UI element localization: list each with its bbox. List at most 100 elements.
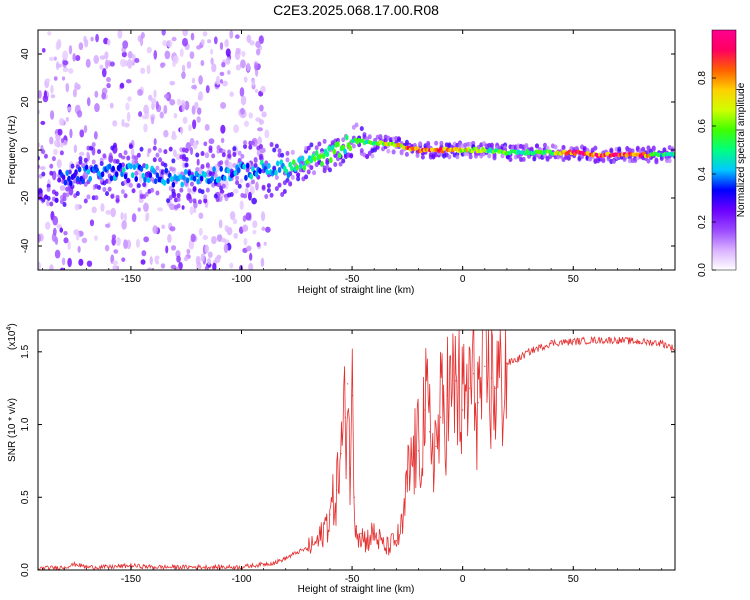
spectrogram-noise-cell [171,36,177,42]
spectrogram-noise-cell [229,211,236,221]
snr-data-point [594,339,596,341]
snr-data-point [413,453,415,455]
spectrogram-halo-cell [237,150,242,156]
spectrogram-halo-cell [65,186,70,192]
spectrogram-noise-cell [140,32,145,39]
spectrogram-noise-cell [169,99,176,106]
spectrogram-noise-cell [240,107,245,115]
spectrogram-noise-cell [225,57,231,65]
spectrogram-noise-cell [219,71,225,76]
spectrogram-halo-cell [253,158,258,164]
spectrogram-ridge-cell [114,171,119,178]
spectrogram-halo-cell [216,145,221,151]
spectrogram-halo-cell [641,146,646,152]
spectrogram-noise-cell [214,256,221,264]
spectrogram-halo-cell [131,188,136,194]
spectrogram-halo-cell [205,162,210,168]
spectrogram-noise-cell [159,111,164,119]
spectrogram-noise-cell [198,75,203,85]
spectrogram-noise-cell [141,250,147,257]
spectrogram-noise-cell [58,117,65,126]
snr-data-point [439,416,442,418]
spectrogram-noise-cell [189,51,195,60]
spectrogram-halo-cell [213,173,218,179]
spectrogram-halo-cell [128,182,133,188]
colorbar-ticks: 0.0 0.2 0.4 0.6 0.8 [697,71,716,277]
spectrogram-ridge-cell [343,148,347,155]
spectrogram-halo-cell [70,163,75,169]
spectrogram-halo-cell [41,197,46,203]
spectrogram-noise-cell [198,212,204,219]
spectrogram-noise-cell [62,67,69,73]
spectrogram-noise-cell [83,125,88,134]
spectrogram-noise-cell [143,202,149,213]
spectrogram-noise-cell [251,197,257,205]
spectrogram-ridge-cell [171,181,176,188]
spectrogram-y-tick-label: -40 [20,238,31,253]
spectrogram-ridge-cell [139,165,144,172]
spectrogram-noise-cell [86,151,90,158]
spectrogram-y-tick-label: 20 [20,96,31,108]
spectrogram-noise-cell [249,252,253,261]
spectrogram-ridge-cell [182,174,186,181]
snr-data-point [373,533,375,535]
spectrogram-noise-cell [125,102,130,111]
spectrogram-halo-cell [351,143,356,149]
spectrogram-noise-cell [122,40,129,49]
spectrogram-noise-cell [200,60,205,67]
spectrogram-noise-cell [162,39,167,47]
snr-x-tick-label: -150 [121,574,141,585]
spectrogram-noise-cell [233,124,240,134]
spectrogram-noise-cell [59,185,66,191]
spectrogram-halo-cell [524,143,529,149]
snr-data-point [506,362,508,365]
spectrogram-ridge-cell [217,176,222,183]
spectrogram-ridge-cell [219,165,223,172]
snr-data-point [75,563,77,565]
spectrogram-halo-cell [78,159,83,165]
spectrogram-noise-cell [173,112,178,119]
snr-data-point [468,387,470,389]
spectrogram-noise-cell [69,128,73,139]
spectrogram-halo-cell [227,149,232,155]
spectrogram-noise-cell [123,239,128,250]
spectrogram-halo-cell [277,182,282,188]
spectrogram-noise-cell [169,203,175,211]
spectrogram-noise-cell [83,35,87,43]
spectrogram-noise-cell [251,78,256,87]
snr-data-point [462,409,464,411]
spectrogram-halo-cell [168,146,173,152]
spectrogram-halo-cell [197,199,202,205]
spectrogram-noise-cell [53,148,58,156]
spectrogram-halo-cell [115,159,120,165]
spectrogram-noise-cell [181,71,186,80]
spectrogram-noise-cell [54,139,60,148]
spectrogram-noise-cell [215,75,220,86]
spectrogram-ridge-cell [143,176,147,183]
spectrogram-noise-cell [54,236,59,245]
spectrogram-ridge-cell [134,176,139,183]
spectrogram-noise-cell [141,114,148,120]
spectrogram-noise-cell [150,116,155,125]
spectrogram-halo-cell [205,187,210,193]
spectrogram-halo-cell [184,162,189,168]
spectrogram-halo-cell [243,143,248,149]
spectrogram-noise-cell [196,158,200,166]
spectrogram-ridge-cell [196,178,200,185]
spectrogram-halo-cell [176,196,181,202]
spectrogram-halo-cell [399,150,404,156]
spectrogram-noise-cell [191,84,197,90]
spectrogram-noise-cell [176,98,182,106]
spectrogram-halo-cell [136,183,141,189]
spectrogram-noise-cell [112,264,118,270]
spectrogram-noise-cell [181,103,186,112]
spectrogram-ridge-cell [318,153,323,160]
spectrogram-halo-cell [529,146,534,152]
spectrogram-halo-cell [118,152,123,158]
spectrogram-halo-cell [285,177,290,183]
spectrogram-noise-cell [255,40,261,49]
spectrogram-noise-cell [90,36,94,42]
spectrogram-noise-cell [112,120,118,127]
spectrogram-halo-cell [43,153,48,159]
spectrogram-noise-cell [160,62,165,69]
